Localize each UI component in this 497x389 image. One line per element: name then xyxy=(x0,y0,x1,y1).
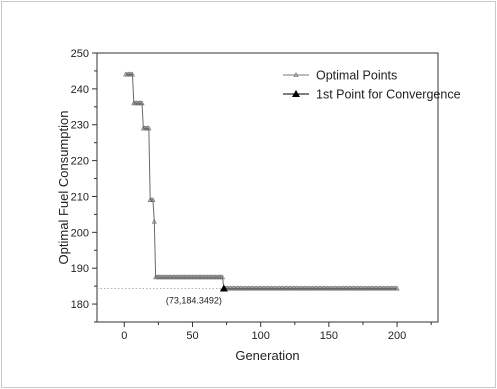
y-tick-label: 250 xyxy=(71,48,89,60)
series-optimal-points-marker xyxy=(129,71,135,77)
legend-optimal-points-marker xyxy=(293,72,299,77)
axes: 0 50 100 150 200 180 190 200 210 220 230 240 250 xyxy=(71,48,439,342)
series-optimal-points-line xyxy=(125,74,398,289)
convergence-annotation: (73,184.3492) xyxy=(166,295,222,305)
y-tick-label: 190 xyxy=(71,263,89,275)
x-tick-label: 50 xyxy=(186,330,198,342)
legend-convergence-marker xyxy=(292,90,300,97)
legend-convergence-label: 1st Point for Convergence xyxy=(316,88,461,102)
convergence-point-marker xyxy=(219,284,228,292)
y-tick-label: 230 xyxy=(71,120,89,132)
series-optimal-points-marker xyxy=(139,100,145,106)
series-optimal-points-marker xyxy=(394,285,400,291)
legend-optimal-points-label: Optimal Points xyxy=(316,69,397,83)
series-optimal-points-marker xyxy=(219,274,225,280)
y-axis-label: Optimal Fuel Consumption xyxy=(56,111,71,265)
series-optimal-points-marker xyxy=(150,197,156,202)
y-tick-label: 240 xyxy=(71,84,89,96)
plot-border xyxy=(96,52,439,323)
x-axis-label: Generation xyxy=(235,348,299,363)
y-tick-label: 210 xyxy=(71,191,89,203)
x-tick-label: 150 xyxy=(320,330,338,342)
x-tick-label: 100 xyxy=(252,330,270,342)
x-tick-label: 0 xyxy=(121,330,127,342)
annotation-layer: (73,184.3492) xyxy=(166,295,222,305)
series-layer xyxy=(97,71,400,292)
series-optimal-points-marker xyxy=(146,125,152,131)
y-tick-label: 220 xyxy=(71,156,89,168)
x-tick-label: 200 xyxy=(388,330,406,342)
y-tick-label: 180 xyxy=(71,299,89,311)
y-tick-label: 200 xyxy=(71,227,89,239)
legend: Optimal Points 1st Point for Convergence xyxy=(283,69,461,102)
series-optimal-points-marker xyxy=(151,218,157,224)
